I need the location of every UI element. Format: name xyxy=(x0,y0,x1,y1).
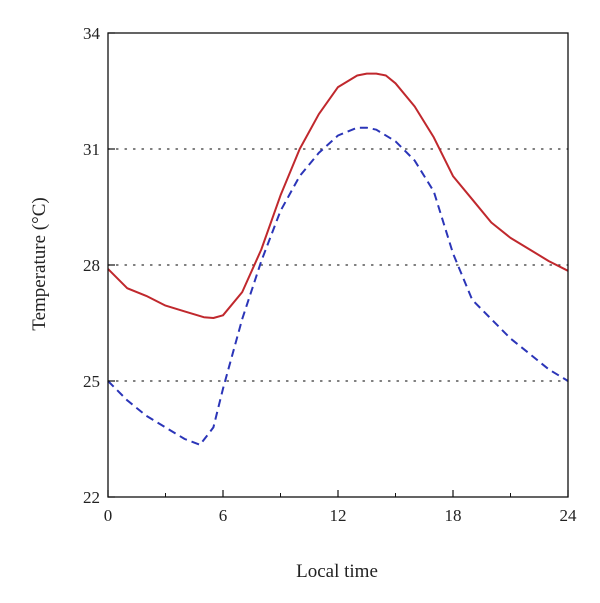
series-line-2 xyxy=(107,126,569,446)
x-tick-label-12: 12 xyxy=(330,506,347,525)
y-tick-label-31: 31 xyxy=(83,140,100,159)
y-tick-label-34: 34 xyxy=(83,24,101,43)
y-tick-label-22: 22 xyxy=(83,488,100,507)
x-tick-label-18: 18 xyxy=(445,506,462,525)
y-tick-label-25: 25 xyxy=(83,372,100,391)
x-tick-label-6: 6 xyxy=(219,506,228,525)
series-layer xyxy=(107,72,569,446)
x-axis-title: Local time xyxy=(296,561,378,582)
grid-layer xyxy=(107,148,569,382)
y-axis-title: Temperature (°C) xyxy=(29,197,50,330)
series-line-1 xyxy=(107,72,569,319)
x-tick-label-0: 0 xyxy=(104,506,113,525)
x-tick-label-24: 24 xyxy=(560,506,578,525)
axis-layer: 22 25 28 31 34 0 6 12 18 24 xyxy=(83,24,577,525)
y-tick-label-28: 28 xyxy=(83,256,100,275)
